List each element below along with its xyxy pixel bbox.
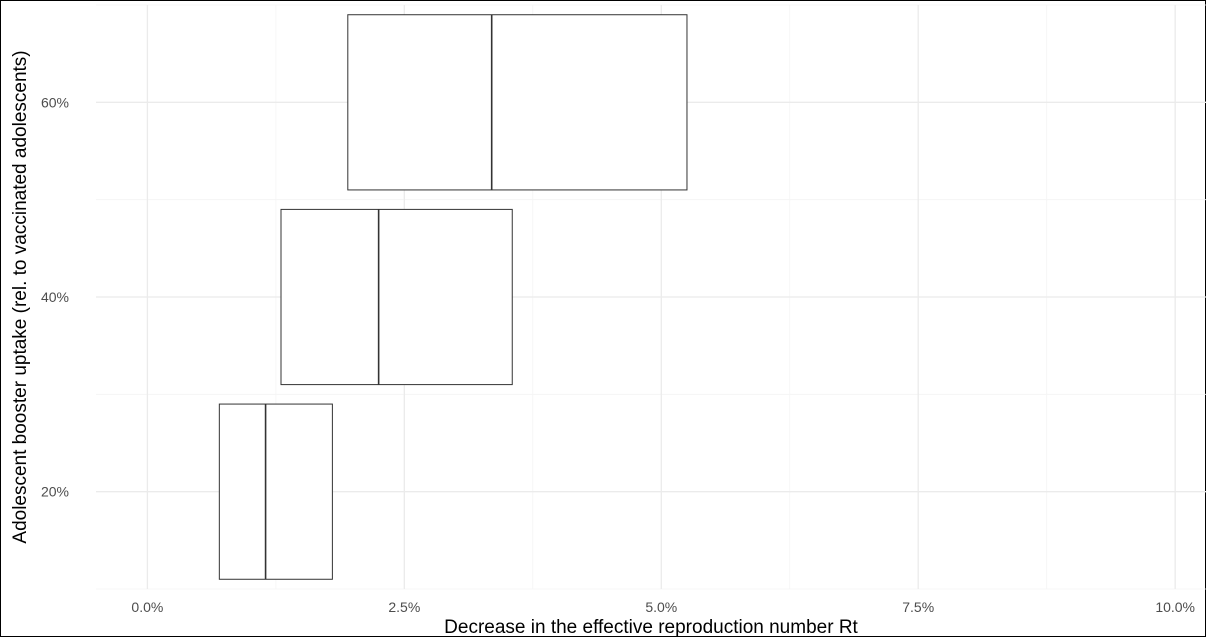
- box-60: [347, 14, 688, 191]
- x-axis-ticks: 0.0% 2.5% 5.0% 7.5% 10.0%: [131, 599, 1195, 615]
- box-20: [218, 403, 333, 580]
- x-tick-label: 10.0%: [1155, 599, 1195, 615]
- x-tick-label: 0.0%: [131, 599, 163, 615]
- y-axis-ticks: 20% 40% 60%: [41, 94, 69, 499]
- y-axis-title: Adolescent booster uptake (rel. to vacci…: [10, 50, 31, 543]
- x-axis-title: Decrease in the effective reproduction n…: [444, 617, 858, 638]
- x-tick-label: 5.0%: [645, 599, 677, 615]
- boxes-layer: [218, 14, 688, 580]
- box-40: [280, 208, 513, 386]
- x-tick-label: 7.5%: [902, 599, 934, 615]
- y-tick-label: 40%: [41, 289, 69, 305]
- y-tick-label: 60%: [41, 94, 69, 110]
- x-tick-label: 2.5%: [388, 599, 420, 615]
- y-tick-label: 20%: [41, 484, 69, 500]
